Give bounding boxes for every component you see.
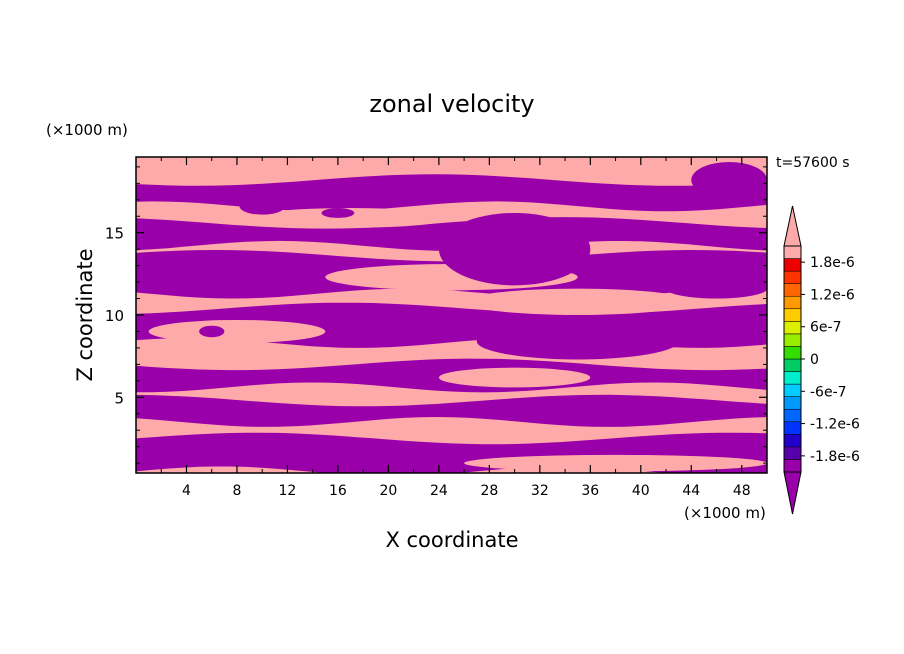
negative-blob bbox=[691, 161, 767, 199]
colorbar-swatch bbox=[783, 245, 802, 259]
x-tick-label: 48 bbox=[733, 483, 751, 499]
time-label: t=57600 s bbox=[776, 155, 850, 171]
negative-band bbox=[136, 174, 767, 212]
chart-title: zonal velocity bbox=[369, 90, 534, 118]
colorbar-label: -1.8e-6 bbox=[810, 449, 860, 465]
x-tick-label: 8 bbox=[232, 483, 241, 499]
x-tick-label: 44 bbox=[682, 483, 700, 499]
colorbar-swatch bbox=[783, 371, 802, 385]
plot-area bbox=[136, 157, 767, 473]
positive-blob bbox=[249, 208, 452, 228]
x-tick-label: 36 bbox=[581, 483, 599, 499]
x-tick-label: 4 bbox=[182, 483, 191, 499]
negative-blob bbox=[321, 208, 355, 218]
colorbar-swatch bbox=[783, 270, 802, 284]
x-tick-label: 40 bbox=[632, 483, 650, 499]
positive-blob bbox=[438, 367, 591, 388]
colorbar-label: 0 bbox=[810, 352, 819, 368]
colorbar-label: 1.2e-6 bbox=[810, 287, 855, 303]
x-tick-label: 16 bbox=[329, 483, 347, 499]
colorbar-swatch bbox=[783, 421, 802, 435]
x-tick-label: 24 bbox=[430, 483, 448, 499]
negative-blob bbox=[239, 198, 285, 215]
y-unit-label: (×1000 m) bbox=[46, 121, 128, 139]
colorbar-swatch bbox=[783, 321, 802, 335]
colorbar-swatch bbox=[783, 333, 802, 347]
colorbar-swatch bbox=[783, 258, 802, 272]
colorbar-swatch bbox=[783, 295, 802, 310]
colorbar-swatch bbox=[783, 346, 802, 360]
colorbar-label: -1.2e-6 bbox=[810, 417, 860, 433]
colorbar-label: -6e-7 bbox=[810, 384, 847, 400]
colorbar-swatch bbox=[783, 434, 802, 448]
y-axis-ticks: 5 10 15 bbox=[105, 166, 767, 464]
colorbar-swatch bbox=[783, 383, 802, 397]
colorbar-label: 1.8e-6 bbox=[810, 255, 855, 271]
colorbar-labels: 1.8e-6 1.2e-6 6e-7 0 -6e-7 -1.2e-6 -1.8e-6 bbox=[801, 255, 860, 465]
y-tick-label: 10 bbox=[105, 307, 124, 325]
colorbar-swatch bbox=[783, 408, 802, 423]
negative-blob bbox=[476, 323, 679, 360]
colorbar-swatch bbox=[783, 308, 802, 322]
colorbar-bottom-arrow bbox=[783, 471, 802, 515]
x-axis-label: X coordinate bbox=[385, 528, 518, 552]
x-tick-label: 28 bbox=[480, 483, 498, 499]
colorbar-top-arrow bbox=[783, 205, 802, 247]
colorbar-swatch bbox=[783, 283, 802, 297]
positive-blob bbox=[464, 454, 767, 472]
y-tick-label: 15 bbox=[105, 225, 124, 243]
y-axis-label: Z coordinate bbox=[73, 248, 97, 381]
positive-blob bbox=[464, 288, 692, 316]
negative-blob bbox=[666, 278, 767, 299]
colorbar-swatch bbox=[783, 358, 802, 372]
x-tick-label: 20 bbox=[379, 483, 397, 499]
negative-blob bbox=[438, 212, 591, 286]
x-axis-ticks: 4 8 12 16 20 24 28 32 36 40 44 48 bbox=[160, 157, 751, 499]
positive-blob bbox=[148, 319, 326, 343]
x-tick-label: 12 bbox=[279, 483, 297, 499]
colorbar-swatch bbox=[783, 459, 802, 473]
negative-band bbox=[136, 394, 767, 427]
colorbar-swatch bbox=[783, 446, 802, 460]
x-unit-label: (×1000 m) bbox=[684, 504, 766, 522]
y-tick-label: 5 bbox=[114, 389, 124, 407]
negative-blobs bbox=[199, 161, 767, 360]
colorbar bbox=[783, 205, 802, 515]
x-tick-label: 32 bbox=[531, 483, 549, 499]
colorbar-label: 6e-7 bbox=[810, 320, 841, 336]
colorbar-swatch bbox=[783, 396, 802, 410]
negative-blob bbox=[199, 325, 225, 338]
